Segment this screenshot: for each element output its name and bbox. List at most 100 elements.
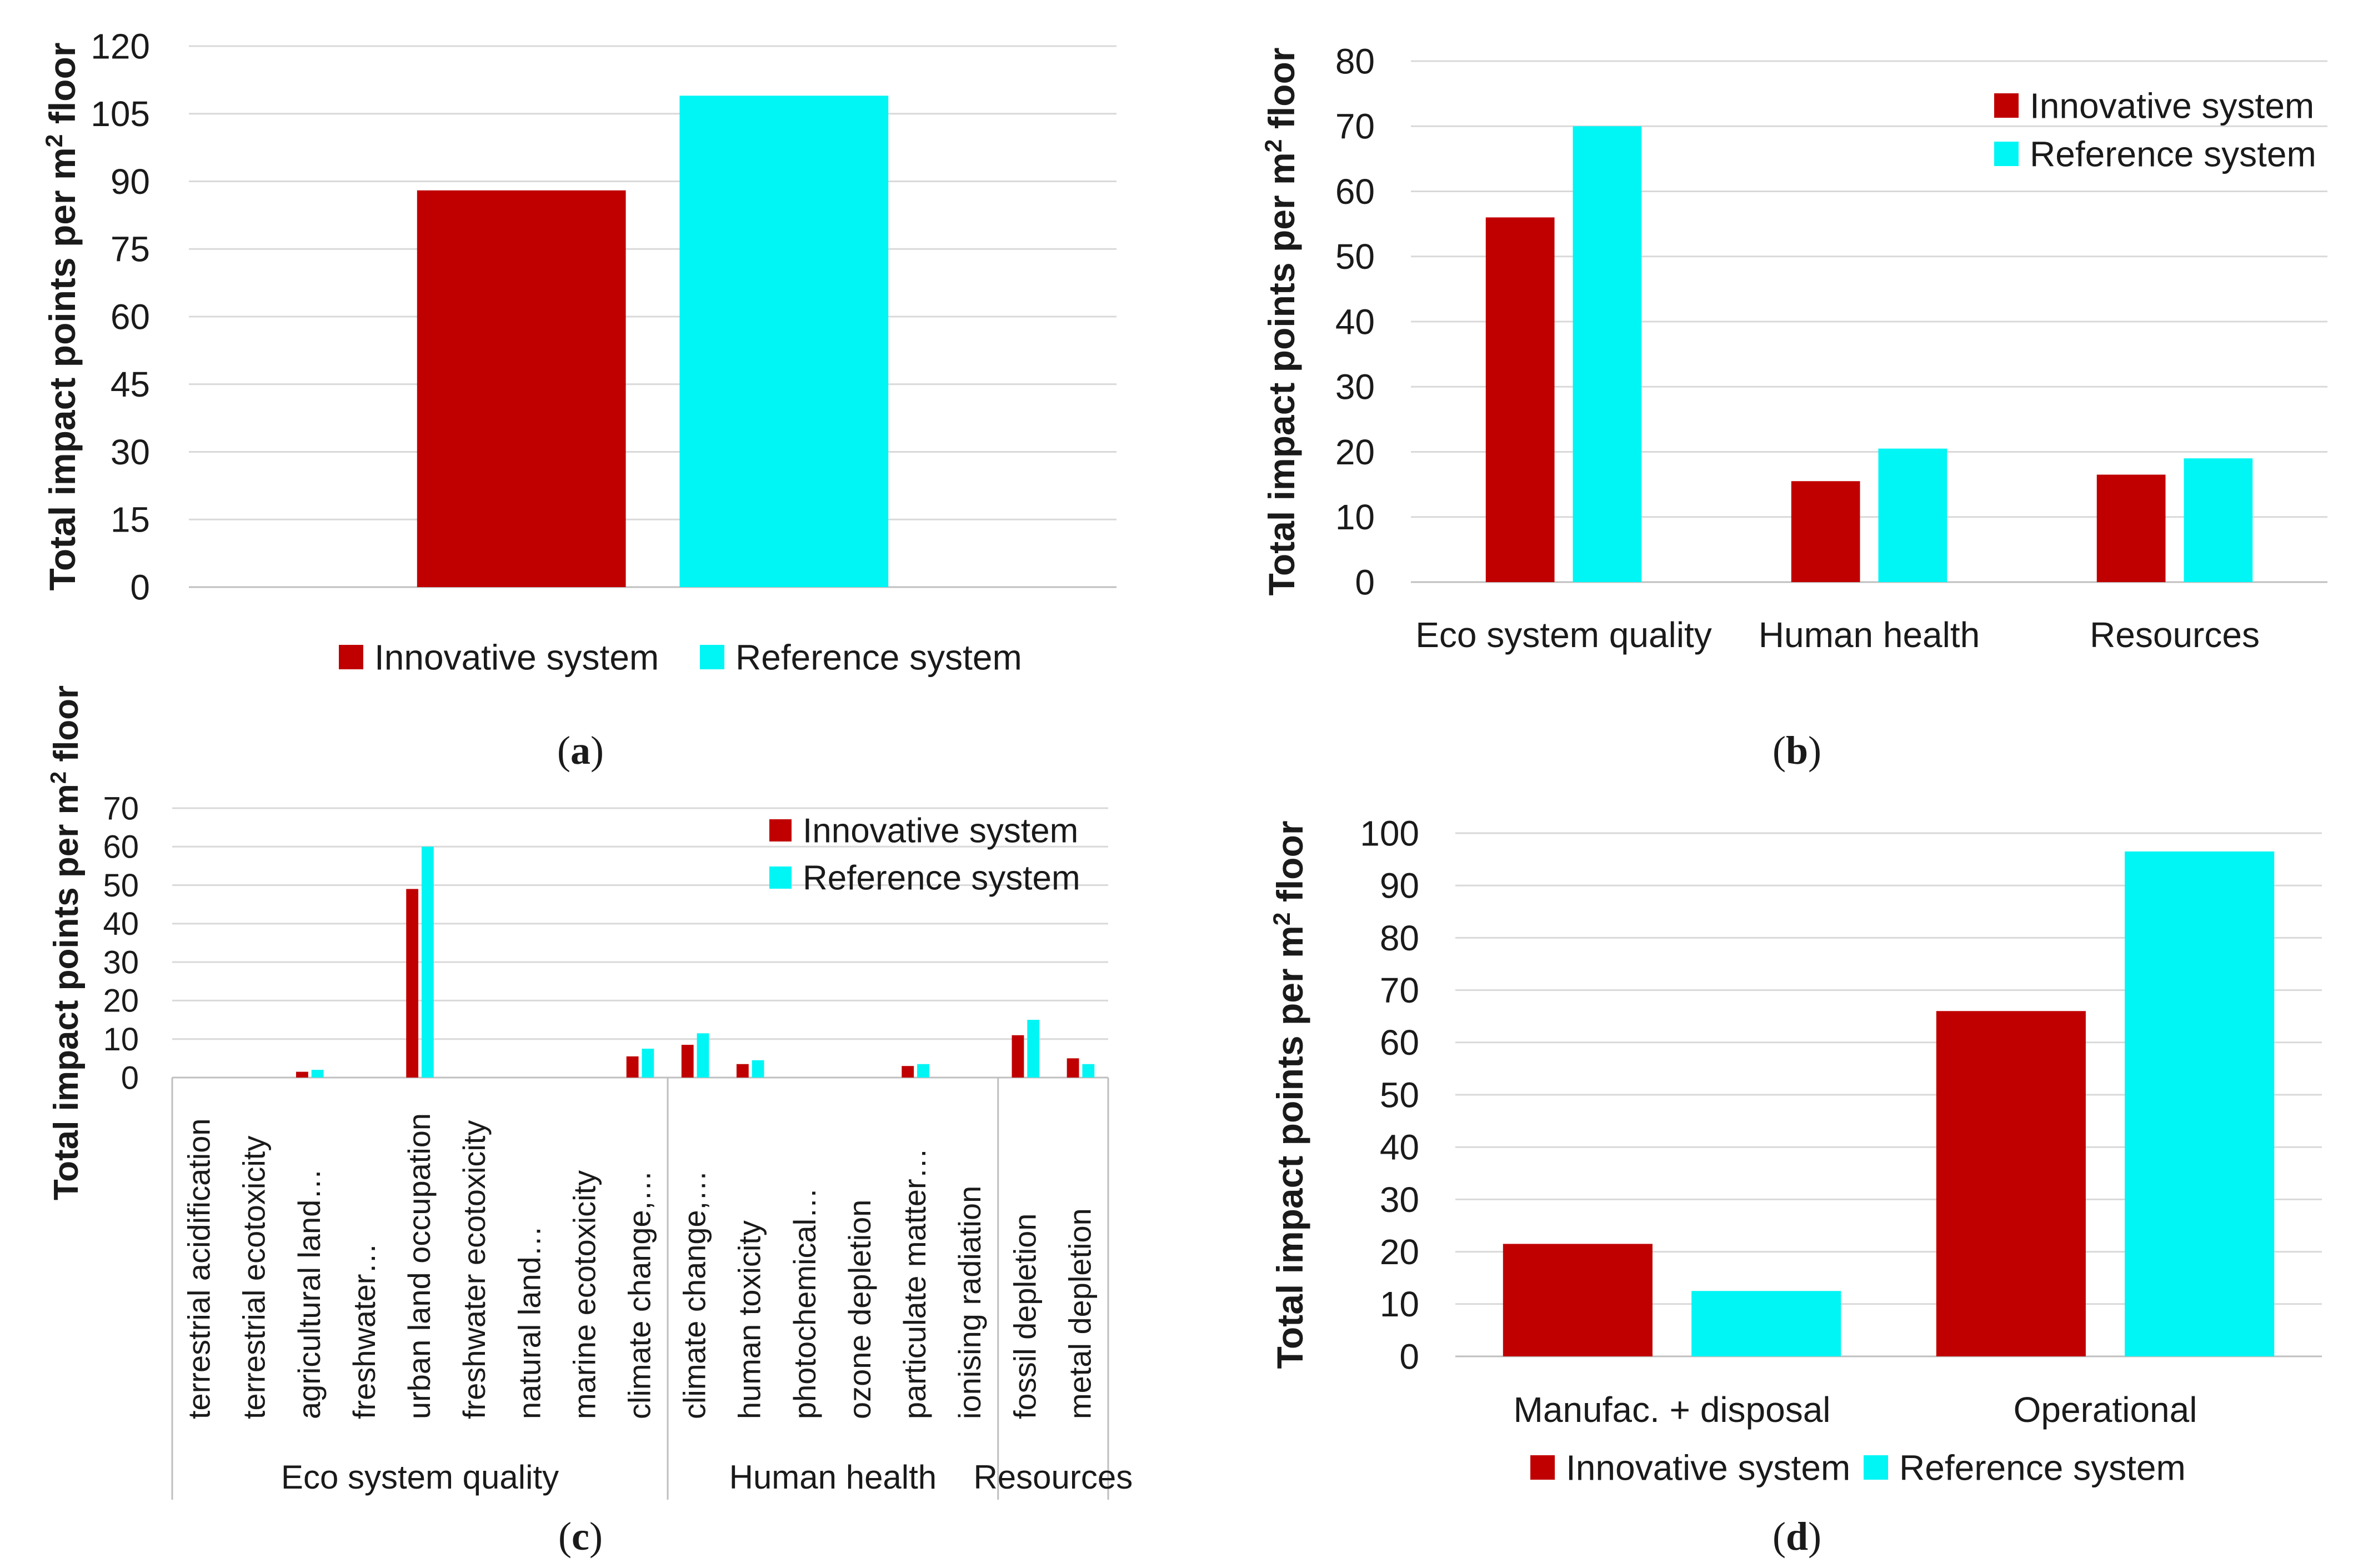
chart-c-x-tick-label: natural land… [512,1225,547,1419]
chart-c-bar-innovative [902,1066,914,1078]
chart-c-y-tick-label: 0 [121,1060,139,1096]
chart-c-x-tick-label: particulate matter… [897,1148,932,1419]
chart-c-x-tick-label: agricultural land… [292,1169,327,1419]
chart-a-legend-swatch-reference [700,645,724,669]
chart-d-legend-label-reference: Reference system [1899,1447,2186,1487]
chart-c-x-tick-label: human toxicity [732,1220,767,1419]
chart-b-x-tick-label: Human health [1759,615,1980,655]
chart-a-legend-label-innovative: Innovative system [374,637,659,677]
chart-b-y-tick-label: 0 [1355,562,1375,602]
chart-b-y-tick-label: 10 [1335,497,1375,537]
chart-d-caption: (d) [1773,1514,1821,1559]
chart-b-caption: (b) [1773,728,1821,773]
chart-c-y-tick-label: 20 [103,983,139,1019]
chart-a-y-tick-label: 105 [91,94,150,134]
chart-a-y-tick-label: 90 [111,162,150,202]
chart-c-bar-innovative [1067,1058,1079,1078]
chart-a-caption: (a) [557,728,604,773]
chart-d-y-tick-label: 100 [1360,813,1419,853]
chart-b-y-tick-label: 60 [1335,172,1375,212]
chart-b-legend-label-innovative: Innovative system [2030,86,2314,126]
chart-c-y-axis-label: Total impact points per m2 floor [46,685,86,1200]
chart-b-bar-innovative [1791,481,1860,582]
chart-c-legend-swatch-innovative [769,819,792,841]
chart-c-x-tick-label: freshwater ecotoxicity [457,1120,492,1419]
chart-c-y-tick-label: 60 [103,829,139,865]
chart-c-bar-reference [422,846,434,1078]
chart-b-x-tick-label: Resources [2090,615,2260,655]
chart-c-bar-innovative [736,1064,749,1078]
chart-a-bar-reference [679,96,889,588]
chart-d: 0 10 20 30 40 50 60 70 80 90 100 Total impact point… [1269,813,2322,1559]
chart-b-x-tick-label: Eco system quality [1415,615,1712,655]
chart-c-x-tick-label: photochemical… [787,1188,822,1419]
chart-d-x-tick-label: Operational [2014,1390,2197,1430]
chart-b-y-tick-label: 80 [1335,41,1375,81]
chart-a-y-axis-label: Total impact points per m2 floor [41,42,83,590]
chart-d-bar-innovative [1936,1011,2086,1356]
chart-c-caption: (c) [558,1514,603,1559]
chart-a-y-tick-label: 15 [111,500,150,540]
chart-c-bar-innovative [626,1056,639,1078]
chart-b-bar-innovative [1485,217,1555,582]
chart-b-bar-reference [2184,458,2253,582]
chart-c-x-tick-label: terrestrial ecotoxicity [237,1136,272,1419]
chart-c-x-tick-label: fossil depletion [1007,1214,1042,1419]
chart-d-y-tick-label: 50 [1380,1075,1419,1115]
chart-c-x-tick-label: climate change,… [622,1170,657,1419]
chart-c-x-tick-label: urban land occupation [402,1113,437,1419]
chart-c-legend-swatch-reference [769,866,792,889]
chart-c-group-label: Human health [729,1459,937,1496]
chart-b-y-tick-label: 50 [1335,237,1375,277]
chart-b-legend-swatch-innovative [1994,93,2019,118]
chart-c-legend-label-innovative: Innovative system [803,812,1078,850]
chart-c-bar-innovative [1012,1035,1024,1078]
chart-b-legend-swatch-reference [1994,142,2019,166]
chart-c-bar-reference [642,1049,654,1078]
chart-c-bar-reference [917,1064,929,1078]
chart-b-bar-reference [1573,126,1642,582]
chart-c-bar-innovative [296,1071,308,1078]
chart-b-bar-reference [1878,448,1948,582]
chart-d-bar-innovative [1503,1244,1653,1356]
chart-c-bar-reference [1027,1020,1040,1078]
chart-c-x-tick-label: metal depletion [1062,1208,1097,1419]
chart-d-bar-reference [2125,851,2275,1356]
chart-d-y-tick-label: 80 [1380,918,1419,958]
chart-d-y-tick-label: 30 [1380,1180,1419,1220]
chart-c-x-tick-label: climate change,… [677,1170,712,1419]
chart-d-y-tick-label: 40 [1380,1128,1419,1168]
chart-c-bar-innovative [681,1045,694,1078]
chart-b-y-tick-label: 70 [1335,107,1375,147]
chart-c-y-tick-label: 70 [103,790,139,826]
chart-d-bar-reference [1691,1291,1841,1356]
chart-c-group-label: Eco system quality [281,1459,559,1496]
chart-d-legend-label-innovative: Innovative system [1566,1447,1850,1487]
chart-d-legend-swatch-reference [1864,1455,1888,1480]
chart-c-bar-reference [1082,1064,1095,1078]
chart-d-x-tick-label: Manufac. + disposal [1514,1390,1831,1430]
chart-a-legend-swatch-innovative [339,645,363,669]
chart-b-y-axis-label: Total impact points per m2 floor [1260,47,1302,595]
chart-c-y-tick-label: 40 [103,906,139,942]
chart-a-y-tick-label: 60 [111,297,150,337]
chart-a-y-tick-label: 45 [111,364,150,404]
chart-c-bar-reference [752,1060,764,1078]
chart-a-y-tick-label: 30 [111,432,150,472]
chart-a-bar-innovative [417,190,626,587]
chart-c-y-tick-label: 10 [103,1021,139,1058]
chart-d-y-tick-label: 60 [1380,1023,1419,1063]
chart-b-legend-label-reference: Reference system [2030,134,2316,174]
chart-c-x-tick-label: terrestrial acidification [182,1118,217,1419]
chart-d-y-tick-label: 0 [1399,1336,1419,1376]
chart-c-bar-reference [311,1070,324,1078]
chart-c-y-tick-label: 50 [103,868,139,904]
chart-d-legend-swatch-innovative [1530,1455,1555,1480]
chart-a-y-tick-label: 75 [111,229,150,269]
chart-c-bar-innovative [406,889,419,1078]
chart-d-y-tick-label: 70 [1380,970,1419,1010]
chart-c-x-tick-label: ionising radiation [952,1186,987,1419]
chart-d-y-tick-label: 90 [1380,866,1419,906]
chart-c-x-tick-label: marine ecotoxicity [567,1170,602,1419]
